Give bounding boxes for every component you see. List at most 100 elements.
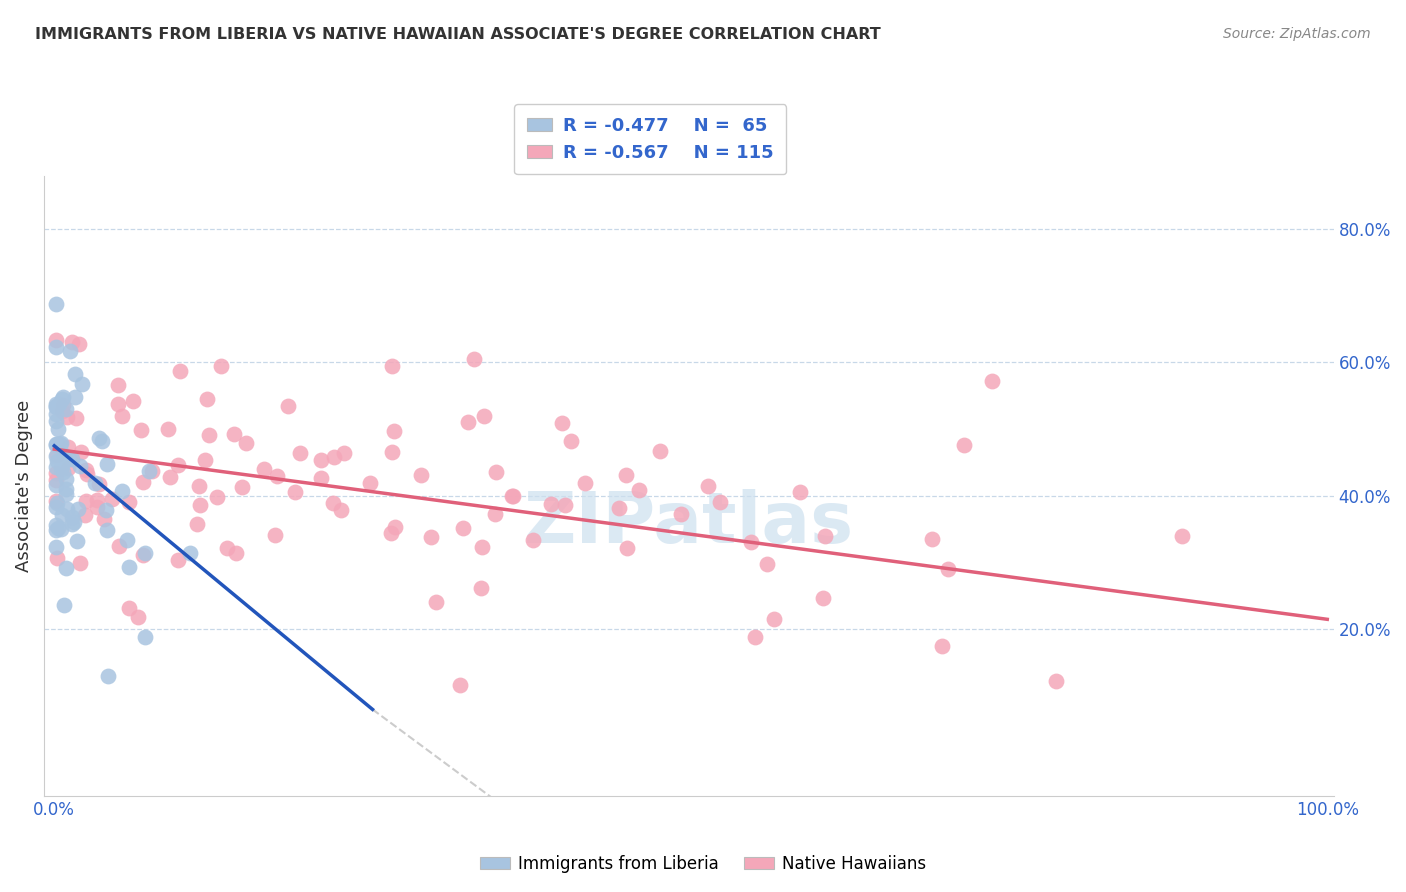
Point [309, 471, 332, 485]
Point [740, 534, 762, 549]
Point [86, 500, 108, 515]
Point [96, 523, 118, 537]
Point [52, 598, 75, 612]
Point [55, 482, 77, 496]
Point [118, 601, 141, 615]
Point [89, 477, 111, 491]
Point [60, 517, 83, 532]
Point [97, 669, 120, 683]
Point [48, 437, 70, 451]
Point [789, 484, 811, 499]
Point [51, 462, 73, 476]
Point [614, 468, 637, 483]
Point [69, 444, 91, 458]
Point [111, 484, 134, 499]
Point [66, 534, 89, 549]
Point [51, 404, 73, 418]
Point [607, 500, 630, 515]
Point [235, 436, 257, 450]
Point [45, 399, 67, 413]
Point [484, 508, 506, 522]
Point [134, 546, 156, 560]
Point [94, 503, 117, 517]
Y-axis label: Associate's Degree: Associate's Degree [15, 400, 32, 572]
Point [51, 465, 73, 479]
Text: IMMIGRANTS FROM LIBERIA VS NATIVE HAWAIIAN ASSOCIATE'S DEGREE CORRELATION CHART: IMMIGRANTS FROM LIBERIA VS NATIVE HAWAII… [35, 27, 882, 42]
Point [463, 352, 485, 367]
Point [471, 540, 494, 554]
Point [283, 485, 305, 500]
Point [65, 368, 87, 382]
Point [45, 517, 67, 532]
Point [814, 528, 837, 542]
Point [67, 337, 90, 351]
Point [449, 678, 471, 692]
Point [1170, 529, 1192, 543]
Point [46, 496, 69, 510]
Point [953, 438, 976, 452]
Point [207, 490, 229, 504]
Point [45, 460, 67, 475]
Point [48, 421, 70, 435]
Point [669, 507, 692, 521]
Point [45, 397, 67, 411]
Point [322, 450, 344, 464]
Point [56, 460, 79, 475]
Point [186, 517, 208, 532]
Point [91, 434, 114, 448]
Point [980, 374, 1002, 388]
Point [290, 446, 312, 460]
Point [87, 432, 110, 446]
Point [359, 475, 381, 490]
Point [485, 465, 508, 479]
Point [253, 462, 276, 476]
Point [51, 458, 73, 472]
Point [62, 515, 84, 529]
Point [709, 494, 731, 508]
Point [650, 443, 672, 458]
Point [755, 558, 778, 572]
Point [169, 364, 191, 378]
Point [811, 591, 834, 605]
Point [45, 437, 67, 451]
Point [472, 409, 495, 423]
Point [65, 411, 87, 425]
Point [46, 521, 69, 535]
Point [118, 495, 141, 509]
Point [96, 457, 118, 471]
Point [45, 540, 67, 554]
Point [384, 520, 406, 534]
Point [76, 467, 98, 481]
Point [419, 530, 441, 544]
Point [56, 440, 79, 454]
Point [264, 528, 287, 542]
Point [69, 556, 91, 570]
Point [46, 454, 69, 468]
Point [762, 612, 785, 626]
Point [141, 464, 163, 478]
Point [330, 503, 353, 517]
Point [60, 510, 83, 524]
Point [696, 479, 718, 493]
Point [209, 359, 232, 373]
Point [122, 394, 145, 409]
Point [560, 434, 582, 449]
Point [86, 492, 108, 507]
Point [166, 553, 188, 567]
Point [60, 335, 83, 350]
Point [45, 478, 67, 492]
Point [333, 445, 356, 459]
Point [118, 559, 141, 574]
Point [66, 502, 89, 516]
Point [55, 472, 77, 486]
Point [381, 359, 404, 373]
Point [45, 437, 67, 451]
Point [52, 398, 75, 412]
Point [45, 449, 67, 463]
Point [931, 639, 953, 653]
Point [45, 448, 67, 462]
Point [540, 497, 562, 511]
Point [59, 344, 82, 359]
Point [55, 561, 77, 575]
Point [157, 422, 180, 436]
